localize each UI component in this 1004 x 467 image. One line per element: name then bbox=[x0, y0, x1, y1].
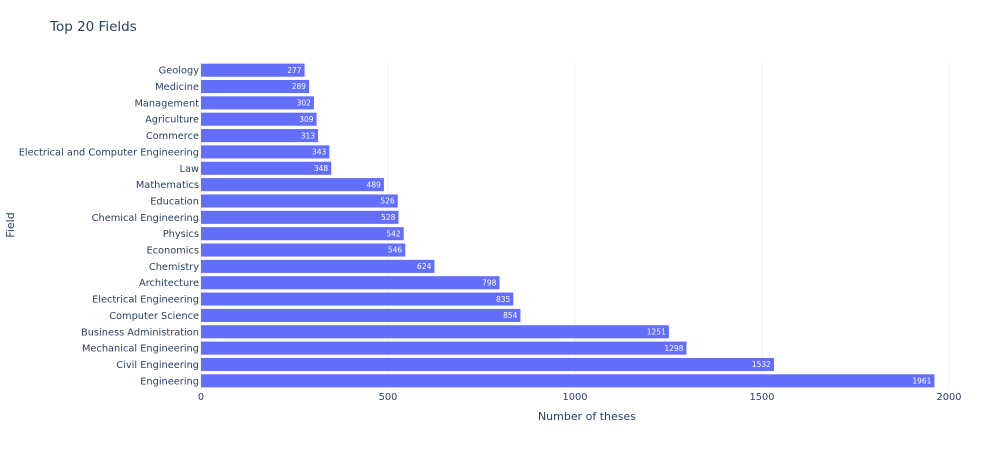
x-axis-title: Number of theses bbox=[538, 410, 636, 423]
x-tick-label: 2000 bbox=[937, 392, 962, 403]
y-tick-label: Chemical Engineering bbox=[92, 213, 199, 224]
bar bbox=[201, 129, 319, 143]
bar bbox=[201, 178, 384, 192]
bar bbox=[201, 96, 314, 110]
bar-value-label: 854 bbox=[503, 311, 518, 320]
bar-value-label: 1298 bbox=[664, 344, 683, 353]
y-tick-label: Business Administration bbox=[81, 327, 199, 338]
bar-value-label: 546 bbox=[388, 246, 403, 255]
y-tick-label: Agriculture bbox=[145, 115, 199, 126]
bar bbox=[201, 243, 406, 257]
bar-value-label: 624 bbox=[417, 262, 432, 271]
bar-value-label: 289 bbox=[292, 82, 307, 91]
bar bbox=[201, 308, 521, 322]
y-tick-label: Mechanical Engineering bbox=[82, 344, 199, 355]
bar bbox=[201, 112, 317, 126]
bar-value-label: 489 bbox=[367, 180, 382, 189]
bar-value-label: 798 bbox=[482, 278, 497, 287]
bar-value-label: 302 bbox=[297, 99, 312, 108]
bar bbox=[201, 292, 514, 306]
bar bbox=[201, 79, 310, 94]
y-tick-label: Engineering bbox=[140, 376, 199, 387]
chart-title: Top 20 Fields bbox=[49, 19, 137, 35]
y-tick-label: Mathematics bbox=[136, 180, 199, 191]
y-tick-label: Geology bbox=[159, 66, 200, 77]
y-tick-label: Electrical and Computer Engineering bbox=[19, 147, 199, 158]
bar bbox=[201, 341, 687, 355]
y-tick-label: Management bbox=[134, 98, 199, 109]
bar-value-label: 835 bbox=[496, 295, 511, 304]
bar bbox=[201, 194, 398, 208]
bar bbox=[201, 357, 774, 372]
bar-value-label: 1532 bbox=[752, 360, 771, 369]
y-tick-label: Commerce bbox=[146, 131, 199, 142]
x-tick-label: 1500 bbox=[750, 392, 775, 403]
y-tick-label: Law bbox=[180, 164, 199, 175]
bar-value-label: 542 bbox=[386, 229, 401, 238]
bar bbox=[201, 145, 330, 159]
bar-value-label: 1251 bbox=[647, 327, 666, 336]
y-axis-ticks: Geology Medicine Management Agriculture Comm… bbox=[19, 66, 199, 388]
y-tick-label: Electrical Engineering bbox=[92, 295, 199, 306]
y-tick-label: Civil Engineering bbox=[116, 360, 199, 371]
x-tick-label: 500 bbox=[379, 392, 398, 403]
y-tick-label: Physics bbox=[163, 229, 199, 240]
bar-value-label: 348 bbox=[314, 164, 329, 173]
y-tick-label: Chemistry bbox=[149, 262, 199, 273]
bar-value-label: 526 bbox=[380, 197, 395, 206]
y-tick-label: Medicine bbox=[155, 82, 199, 93]
bar bbox=[201, 325, 669, 339]
y-tick-label: Education bbox=[150, 196, 199, 207]
bar-value-label: 277 bbox=[287, 66, 302, 75]
y-axis-title: Field bbox=[4, 212, 17, 237]
bar-value-label: 313 bbox=[301, 131, 316, 140]
x-axis-ticks: 0 500 1000 1500 2000 bbox=[198, 392, 962, 403]
x-tick-label: 0 bbox=[198, 392, 204, 403]
bar bbox=[201, 161, 332, 175]
bar-value-label: 343 bbox=[312, 148, 327, 157]
bars: 277 289 302 309 313 343 348 489 526 528 542 546 624 7… bbox=[201, 63, 935, 388]
y-tick-label: Architecture bbox=[139, 278, 199, 289]
bar bbox=[201, 276, 500, 290]
bar bbox=[201, 374, 935, 388]
bar-value-label: 528 bbox=[381, 213, 396, 222]
bar-value-label: 1961 bbox=[912, 377, 931, 386]
bar bbox=[201, 259, 435, 273]
bar-value-label: 309 bbox=[299, 115, 314, 124]
y-tick-label: Economics bbox=[146, 246, 199, 257]
bar bbox=[201, 227, 404, 241]
bar bbox=[201, 210, 399, 224]
x-tick-label: 1000 bbox=[563, 392, 588, 403]
bar bbox=[201, 63, 305, 77]
y-tick-label: Computer Science bbox=[109, 311, 199, 322]
